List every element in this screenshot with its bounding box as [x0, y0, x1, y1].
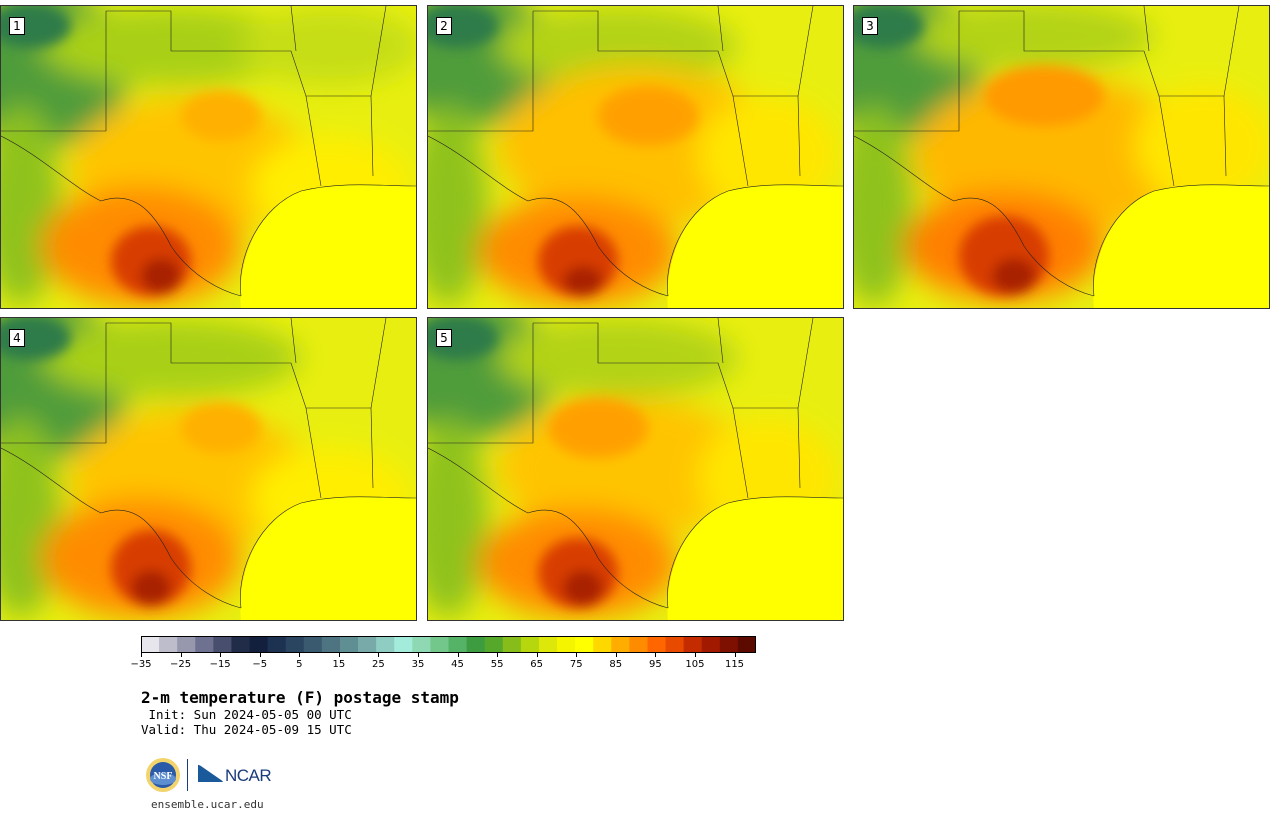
- colorbar-tick-label: −25: [170, 659, 192, 670]
- colorbar-swatch: [611, 636, 630, 653]
- colorbar-tick: [338, 653, 340, 657]
- member-panel-1: 1: [0, 5, 417, 309]
- colorbar-swatch: [249, 636, 269, 653]
- colorbar-swatch: [683, 636, 703, 653]
- colorbar-swatch: [575, 636, 594, 653]
- ncar-logo-mark: [197, 763, 225, 783]
- colorbar-tick-label: 25: [372, 659, 385, 670]
- colorbar-swatch: [195, 636, 214, 653]
- colorbar-swatch: [213, 636, 232, 653]
- colorbar-tick-label: 55: [490, 659, 504, 670]
- colorbar-swatch: [701, 636, 721, 653]
- temperature-map: [428, 6, 843, 308]
- colorbar-tick-label: −35: [130, 659, 152, 670]
- colorbar-swatch: [538, 636, 558, 653]
- colorbar-swatch: [285, 636, 305, 653]
- panel-number-label: 1: [9, 17, 25, 35]
- logo-divider: [187, 759, 188, 791]
- panel-number-label: 4: [9, 329, 25, 347]
- colorbar-tick: [615, 653, 617, 657]
- member-panel-5: 5: [427, 317, 844, 621]
- colorbar-tick-label: −15: [209, 659, 231, 670]
- colorbar-tick-label: 85: [609, 659, 623, 670]
- colorbar-swatch: [339, 636, 359, 653]
- plot-title: 2-m temperature (F) postage stamp: [141, 688, 459, 707]
- colorbar-swatch: [557, 636, 576, 653]
- nsf-logo: NSF: [146, 758, 180, 792]
- colorbar-swatch: [520, 636, 540, 653]
- colorbar-tick: [457, 653, 459, 657]
- website-url: ensemble.ucar.edu: [151, 798, 264, 811]
- colorbar-swatch: [484, 636, 504, 653]
- panel-number-label: 3: [862, 17, 878, 35]
- colorbar-tick-label: 35: [411, 659, 425, 670]
- nsf-logo-text: NSF: [154, 771, 173, 782]
- colorbar-swatch: [321, 636, 341, 653]
- colorbar-swatch: [466, 636, 486, 653]
- colorbar-tick-label: 115: [724, 659, 745, 670]
- colorbar-tick-label: 65: [530, 659, 544, 670]
- colorbar-tick-label: 5: [296, 659, 303, 670]
- colorbar-tick: [655, 653, 657, 657]
- colorbar-outline: [141, 636, 756, 653]
- colorbar-tick: [734, 653, 736, 657]
- colorbar-tick-label: 105: [685, 659, 705, 670]
- colorbar-tick-label: 95: [648, 659, 662, 670]
- panel-number-label: 5: [436, 329, 452, 347]
- colorbar-tick: [417, 653, 419, 657]
- colorbar-swatch: [412, 636, 431, 653]
- colorbar-swatch: [719, 636, 739, 653]
- colorbar-swatch: [267, 636, 287, 653]
- colorbar-swatch: [430, 636, 449, 653]
- member-panel-2: 2: [427, 5, 844, 309]
- colorbar-swatch: [303, 636, 323, 653]
- colorbar-tick-label: −5: [252, 659, 268, 670]
- colorbar-swatch: [376, 636, 395, 653]
- member-panel-3: 3: [853, 5, 1270, 309]
- member-panel-4: 4: [0, 317, 417, 621]
- colorbar-swatch: [141, 636, 160, 653]
- colorbar-swatch: [502, 636, 522, 653]
- colorbar-tick: [299, 653, 301, 657]
- temperature-map: [854, 6, 1269, 308]
- colorbar-swatch: [159, 636, 178, 653]
- colorbar-swatch: [231, 636, 250, 653]
- colorbar-swatch: [448, 636, 467, 653]
- temperature-map: [1, 6, 416, 308]
- colorbar-swatch: [394, 636, 413, 653]
- temperature-map: [428, 318, 843, 620]
- colorbar-swatch: [737, 636, 756, 653]
- colorbar-tick: [576, 653, 578, 657]
- colorbar-swatch: [665, 636, 685, 653]
- temperature-colorbar: [141, 636, 756, 653]
- colorbar-swatch: [358, 636, 377, 653]
- colorbar-tick: [259, 653, 261, 657]
- colorbar-tick: [141, 653, 142, 657]
- colorbar-tick: [378, 653, 380, 657]
- colorbar-tick: [536, 653, 538, 657]
- colorbar-tick-label: 15: [332, 659, 346, 670]
- colorbar-tick: [220, 653, 222, 657]
- colorbar-tick-label: 45: [451, 659, 464, 670]
- colorbar-tick-label: 75: [569, 659, 583, 670]
- colorbar-swatch: [593, 636, 612, 653]
- temperature-map: [1, 318, 416, 620]
- panel-number-label: 2: [436, 17, 452, 35]
- ncar-logo-text: NCAR: [225, 766, 272, 785]
- init-time: Init: Sun 2024-05-05 00 UTC: [141, 707, 352, 722]
- colorbar-swatch: [647, 636, 666, 653]
- colorbar-tick: [180, 653, 182, 657]
- valid-time: Valid: Thu 2024-05-09 15 UTC: [141, 722, 352, 737]
- colorbar-swatch: [177, 636, 196, 653]
- colorbar-tick: [694, 653, 696, 657]
- colorbar-swatch: [629, 636, 648, 653]
- colorbar-tick: [497, 653, 499, 657]
